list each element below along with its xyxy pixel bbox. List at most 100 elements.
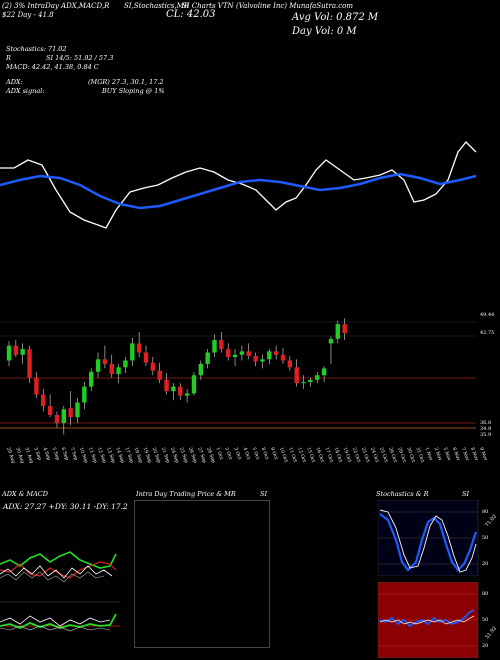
candle-body xyxy=(41,394,46,406)
candle-body xyxy=(89,371,94,387)
date-tick-label: 26 Sep xyxy=(187,447,198,464)
macd-histogram-line xyxy=(0,613,117,629)
date-tick-label: 7 Nov xyxy=(460,447,470,462)
date-tick-label: 24 Oct xyxy=(369,447,380,464)
date-tick-label: 4 Sep xyxy=(42,447,52,462)
stoch-si: SI xyxy=(462,490,470,498)
rsi-tick-20: 20 xyxy=(482,643,489,649)
date-tick-label: 31 Aug xyxy=(23,447,34,465)
date-tick-label: 6 Sep xyxy=(60,447,70,462)
rsi-prefix: R xyxy=(6,54,11,62)
rsi-tick-50: 50 xyxy=(482,617,489,623)
macd-fast-line xyxy=(0,141,477,229)
candle-body xyxy=(150,362,156,371)
date-tick-label: 25 Oct xyxy=(378,447,389,464)
date-tick-label: 18 Oct xyxy=(333,447,344,464)
candle-body xyxy=(328,338,334,344)
date-tick-label: 12 Oct xyxy=(296,447,307,464)
header-line2-left: $22 Day - 41.8 xyxy=(2,11,54,19)
date-tick-label: 23 Oct xyxy=(360,447,371,464)
intraday-panel xyxy=(134,500,270,648)
date-tick-label: 2 Nov xyxy=(433,447,443,462)
date-tick-label: 25 Sep xyxy=(178,447,189,464)
price-chart: 49.44 42.75 36.8 34.9 35.9 xyxy=(0,305,500,445)
date-tick-label: 28 Sep xyxy=(205,447,216,464)
candle-body xyxy=(232,354,238,358)
candle-body xyxy=(54,415,60,423)
candle-body xyxy=(143,352,149,363)
candle-body xyxy=(95,359,101,372)
stoch-tick-20: 20 xyxy=(482,561,489,567)
candle-body xyxy=(109,363,114,375)
candle-body xyxy=(198,363,203,376)
candle-body xyxy=(301,382,306,384)
macd-line xyxy=(0,615,111,627)
rsi-readout: SI 14/5: 51.92 / 57.3 xyxy=(46,54,114,62)
candle-body xyxy=(335,324,340,339)
date-tick-label: 26 Oct xyxy=(387,447,398,464)
candle-body xyxy=(260,359,265,362)
date-tick-label: 19 Oct xyxy=(342,447,353,464)
date-tick-label: 30 Aug xyxy=(14,447,25,465)
adx-macd-plot xyxy=(0,551,120,632)
candle-body xyxy=(157,370,162,380)
price-tick-4: 34.9 xyxy=(480,426,492,432)
stoch-title: Stochastics & R xyxy=(376,490,429,498)
price-tick-5: 35.9 xyxy=(480,432,492,438)
candle-body xyxy=(342,324,347,334)
candle-body xyxy=(102,359,108,364)
date-tick-label: 20 Sep xyxy=(151,447,162,464)
date-tick-label: 10 Oct xyxy=(278,447,289,464)
candle-body xyxy=(321,368,327,376)
date-tick-label: 8 Oct xyxy=(260,447,270,461)
candle-body xyxy=(267,351,272,360)
date-tick-label: 29 Aug xyxy=(5,447,16,465)
candle-body xyxy=(13,345,19,355)
candle-body xyxy=(219,340,224,350)
rsi-signal-line xyxy=(379,615,475,625)
date-tick-label: 9 Oct xyxy=(269,447,279,461)
intraday-title: Intra Day Trading Price & MR xyxy=(136,490,236,498)
date-tick-label: 21 Sep xyxy=(160,447,171,464)
adx-values: ADX: 27.27 +DY: 30.11 -DY: 17.2 xyxy=(3,502,128,511)
date-tick-label: 11 Sep xyxy=(87,447,98,464)
date-tick-label: 4 Oct xyxy=(242,447,252,461)
rsi-panel: 80 50 20 51.92 xyxy=(378,582,498,658)
plus-dy-line xyxy=(0,551,117,569)
macd-lines-chart xyxy=(0,141,477,229)
stochastics-readout: Stochastics: 71.02 xyxy=(6,45,67,53)
candle-body xyxy=(171,386,176,392)
candle-body xyxy=(20,349,25,355)
rsi-plot xyxy=(378,582,479,658)
stoch-tick-50: 50 xyxy=(482,535,489,541)
date-tick-label: 13 Sep xyxy=(105,447,116,464)
macd-signal-line xyxy=(0,625,111,632)
candle-body xyxy=(130,343,135,361)
price-tick-3: 36.8 xyxy=(480,420,492,426)
date-tick-label: 5 Sep xyxy=(51,447,61,462)
date-tick-label: 17 Sep xyxy=(123,447,134,464)
date-tick-label: 9 Nov xyxy=(478,447,488,462)
adx-macd-title: ADX & MACD xyxy=(2,490,48,498)
stoch-tick-80: 80 xyxy=(482,509,489,515)
candle-body xyxy=(294,367,299,384)
date-tick-label: 15 Oct xyxy=(305,447,316,464)
candle-body xyxy=(184,393,190,396)
stoch-k-line xyxy=(379,513,478,572)
candle-body xyxy=(280,354,286,361)
date-tick-label: 27 Sep xyxy=(196,447,207,464)
macd-readout: MACD: 42.42, 41.38, 0.84 C xyxy=(6,63,99,71)
rsi-tick-80: 80 xyxy=(482,591,489,597)
candle-body xyxy=(116,367,121,375)
candle-body xyxy=(253,355,258,362)
date-tick-label: 1 Nov xyxy=(424,447,434,462)
header-line1-mid: SI,Stochastics,MR xyxy=(124,2,190,10)
date-tick-label: 24 Sep xyxy=(169,447,180,464)
candle-body xyxy=(287,360,293,368)
candle-body xyxy=(205,352,210,364)
header-line1-left: (2) 3% IntraDay ADX,MACD,R xyxy=(2,2,110,10)
macd-slow-line xyxy=(0,172,477,210)
candle-body xyxy=(123,360,128,368)
date-tick-label: 22 Oct xyxy=(351,447,362,464)
